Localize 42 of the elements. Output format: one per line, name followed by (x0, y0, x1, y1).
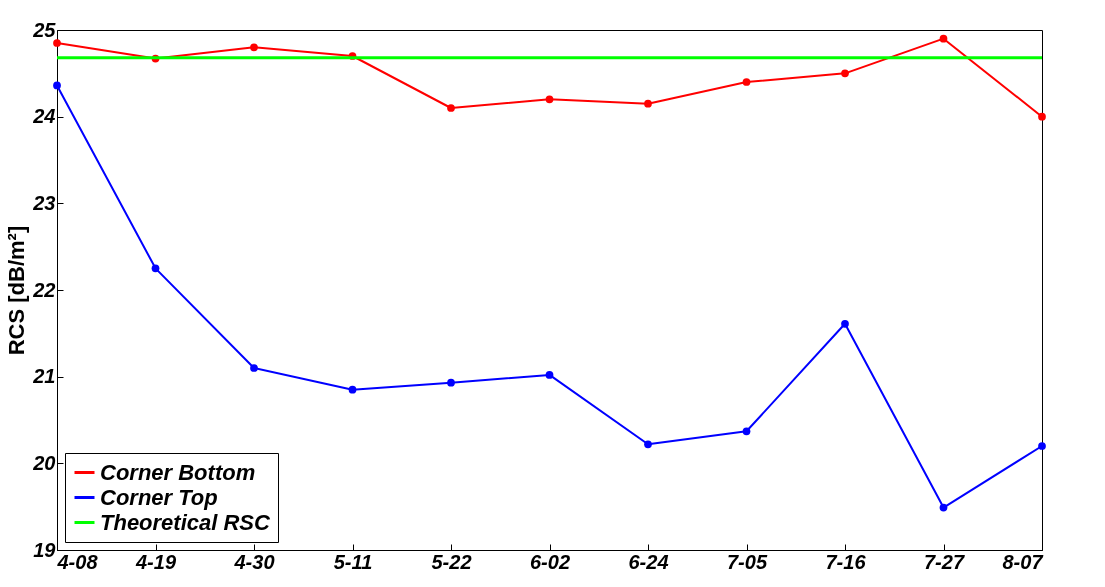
point (250, 43, 258, 52)
y-tick-label: 22 (32, 278, 56, 301)
point (841, 319, 849, 328)
point (644, 99, 652, 108)
y-tick-label: 21 (32, 365, 56, 388)
x-tick-label: 6-02 (529, 550, 571, 573)
x-tick-label: 7-27 (923, 550, 965, 573)
y-tick-label: 20 (32, 451, 56, 474)
point (447, 104, 455, 112)
x-tick-label: 8-07 (1002, 550, 1044, 573)
point (742, 427, 751, 436)
legend-label: Theoretical RSC (100, 509, 272, 535)
x-tick-label: 7-05 (726, 550, 768, 573)
point (939, 503, 948, 512)
x-tick-label: 5-22 (431, 550, 472, 573)
point (53, 39, 61, 47)
point (1038, 112, 1046, 121)
point (939, 34, 948, 43)
legend-label: Corner Top (100, 484, 218, 510)
y-axis-title: RCS [dB/m²] (4, 225, 30, 356)
y-tick-label: 23 (32, 191, 56, 214)
x-tick-label: 4-30 (233, 550, 275, 573)
point (644, 440, 652, 449)
x-tick-label: 6-24 (628, 550, 669, 573)
legend-label: Corner Bottom (100, 459, 256, 485)
point (348, 385, 357, 394)
point (1038, 442, 1046, 450)
x-tick-label: 5-11 (333, 550, 373, 573)
point (151, 264, 160, 273)
y-tick-label: 25 (32, 18, 57, 41)
point (545, 95, 554, 104)
point (53, 81, 61, 90)
point (250, 364, 258, 372)
point (742, 78, 751, 86)
y-tick-label: 24 (32, 105, 56, 128)
y-tick-label: 19 (33, 538, 57, 561)
point (841, 69, 849, 78)
x-tick-label: 4-19 (134, 550, 177, 573)
point (545, 371, 554, 379)
x-tick-label: 4-08 (56, 550, 99, 573)
x-tick-label: 7-16 (825, 550, 867, 573)
point (447, 378, 455, 387)
